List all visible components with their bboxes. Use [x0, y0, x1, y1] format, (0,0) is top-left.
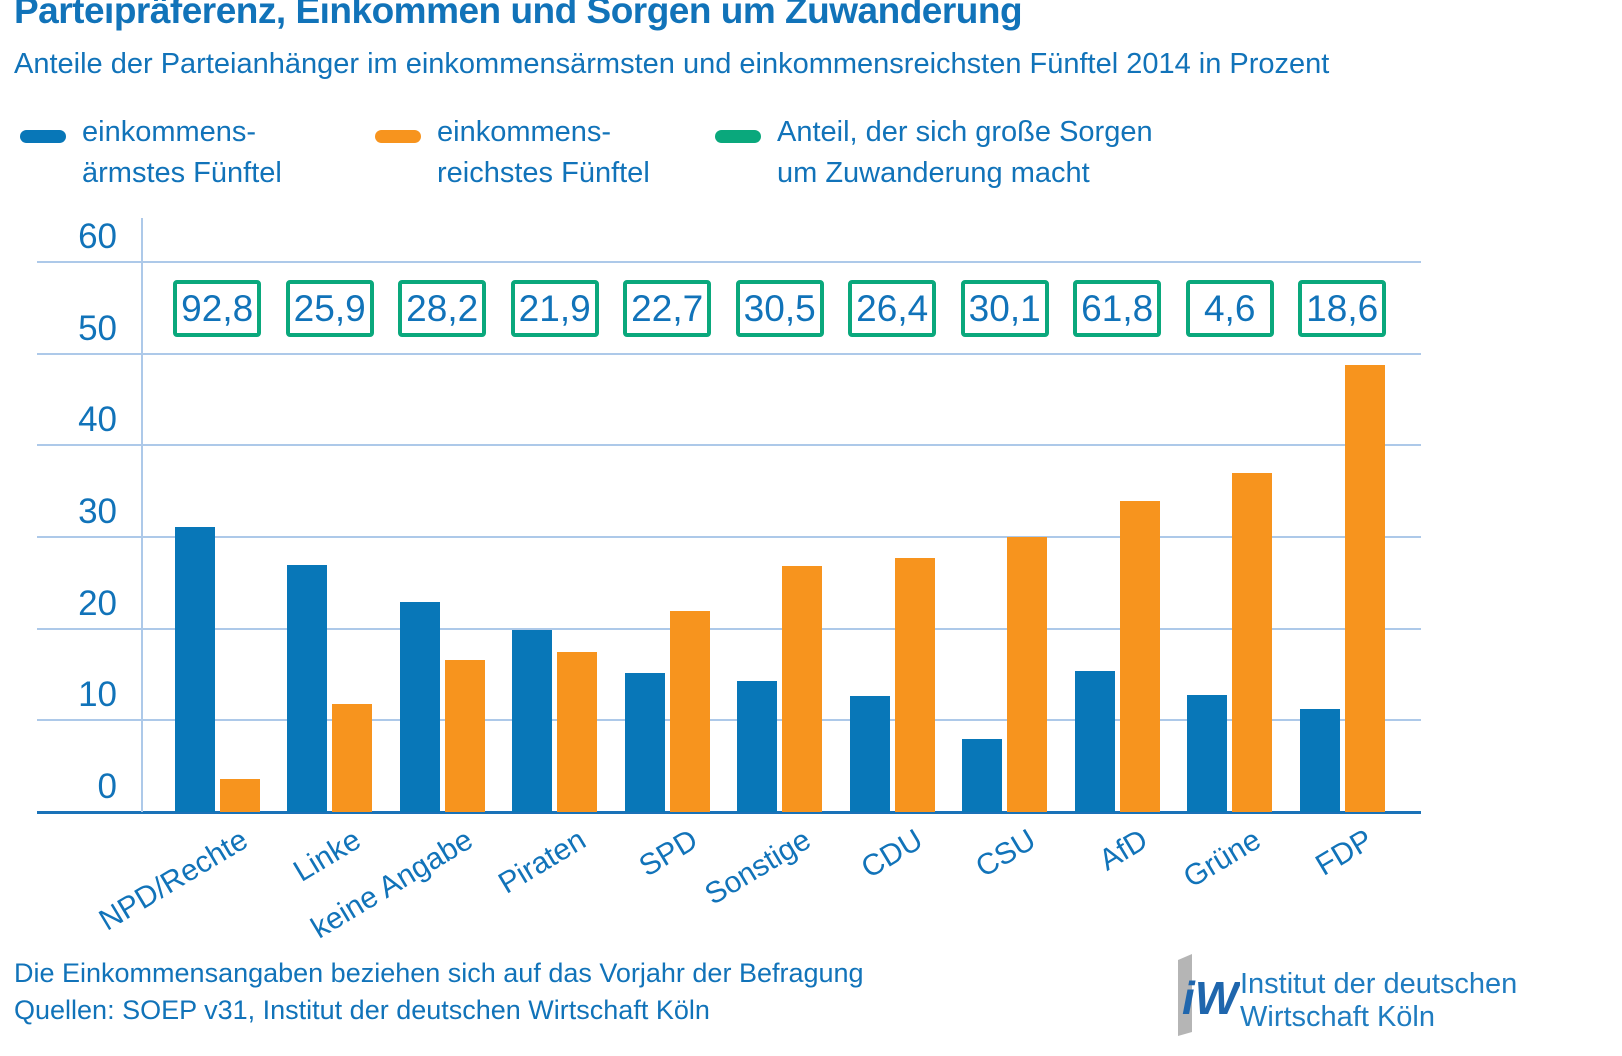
sorgen-value-box: 92,8 [173, 280, 262, 337]
legend-label-line: reichstes Fünftel [437, 157, 650, 189]
legend-swatch-poorest [20, 130, 66, 143]
y-tick-label: 50 [78, 308, 117, 348]
gridline [37, 535, 1421, 538]
iw-logo-text-line1: Institut der deutschen [1240, 968, 1518, 1000]
sorgen-value-box: 30,1 [960, 280, 1049, 337]
legend-swatch-worries [715, 130, 761, 143]
y-tick-label: 40 [78, 400, 117, 440]
page-subtitle: Anteile der Parteianhänger im einkommens… [14, 48, 1330, 80]
y-tick-label: 30 [78, 491, 117, 531]
gridline [37, 444, 1421, 447]
bar-poorest [737, 680, 778, 812]
bar-richest [332, 703, 372, 812]
sorgen-value-box: 22,7 [623, 280, 712, 337]
iw-logo-ribbon [1178, 954, 1192, 1036]
bar-richest [1232, 472, 1272, 812]
bar-richest [557, 651, 597, 812]
bar-poorest [849, 695, 890, 812]
sorgen-value-box: 61,8 [1073, 280, 1162, 337]
legend-label-richest: einkommens- reichstes Fünftel [437, 112, 650, 194]
sorgen-value-box: 30,5 [735, 280, 824, 337]
y-tick-label: 60 [78, 216, 117, 256]
bar-richest [219, 778, 260, 812]
bar-poorest [287, 565, 328, 812]
bar-poorest [174, 526, 215, 812]
bar-richest [1119, 501, 1160, 812]
y-tick-label: 20 [78, 583, 117, 623]
bar-poorest [512, 629, 553, 812]
bar-richest [782, 566, 822, 812]
bar-richest [894, 558, 935, 812]
bar-richest [1344, 364, 1385, 812]
sorgen-value-box: 25,9 [285, 280, 374, 337]
legend-label-poorest: einkommens- ärmstes Fünftel [82, 112, 282, 194]
source-line: Quellen: SOEP v31, Institut der deutsche… [14, 995, 710, 1025]
bar-richest [1007, 536, 1047, 812]
legend-label-line: um Zuwanderung macht [777, 157, 1090, 189]
footnote: Die Einkommensangaben beziehen sich auf … [14, 958, 864, 988]
legend-label-worries: Anteil, der sich große Sorgen um Zuwande… [777, 112, 1153, 194]
sorgen-value-box: 26,4 [848, 280, 937, 337]
x-axis-line [37, 811, 1421, 814]
bar-richest [669, 611, 710, 812]
gridline [37, 352, 1421, 355]
legend-label-line: einkommens- [82, 116, 257, 148]
bar-poorest [1074, 670, 1115, 812]
sorgen-value-box: 18,6 [1298, 280, 1387, 337]
y-tick-label: 10 [78, 675, 117, 715]
iw-logo-mark-icon: iW [1178, 954, 1240, 1036]
iw-logo-text-line2: Wirtschaft Köln [1240, 1001, 1435, 1033]
y-axis-line [141, 218, 143, 812]
bar-poorest [1299, 709, 1340, 812]
gridline [37, 719, 1421, 722]
gridline [37, 260, 1421, 263]
iw-logo-letters: iW [1182, 972, 1240, 1024]
bar-poorest [962, 738, 1003, 812]
sorgen-value-box: 4,6 [1185, 280, 1274, 337]
legend-label-line: Anteil, der sich große Sorgen [777, 116, 1153, 148]
gridline [37, 627, 1421, 630]
bar-poorest [399, 602, 440, 812]
bar-richest [444, 659, 485, 812]
sorgen-value-box: 28,2 [398, 280, 487, 337]
sorgen-value-box: 21,9 [510, 280, 599, 337]
iw-logo: iW Institut der deutschen Wirtschaft Köl… [1176, 952, 1616, 1042]
page-title: Parteipräferenz, Einkommen und Sorgen um… [14, 0, 1023, 31]
legend-label-line: ärmstes Fünftel [82, 157, 282, 189]
bar-poorest [1187, 694, 1228, 812]
y-tick-label: 0 [97, 767, 117, 806]
legend-label-line: einkommens- [437, 116, 612, 148]
iw-logo-text: Institut der deutschen Wirtschaft Köln [1240, 968, 1517, 1034]
bar-poorest [624, 672, 665, 812]
legend-swatch-richest [375, 130, 421, 143]
